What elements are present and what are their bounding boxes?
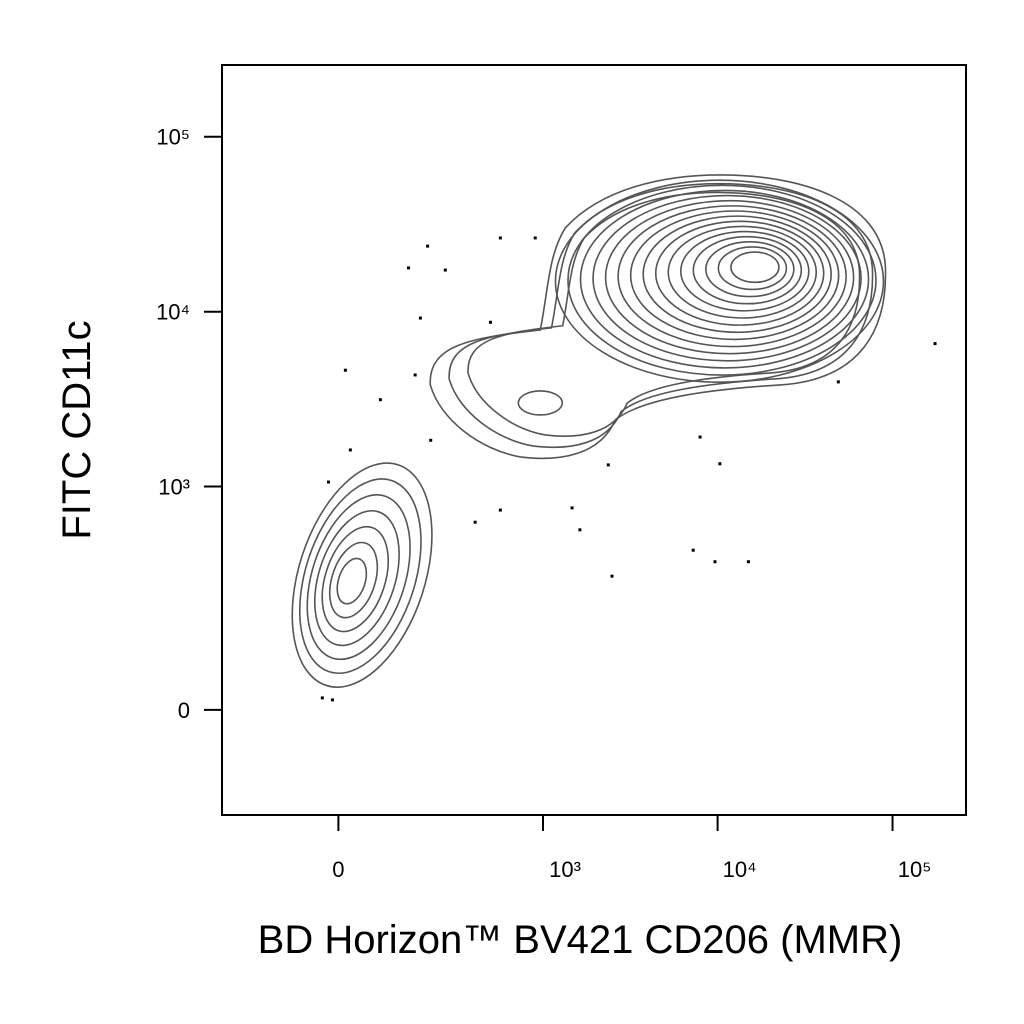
contour-level: [705, 240, 795, 298]
event-dot: [326, 480, 330, 484]
contour-level: [298, 478, 422, 675]
event-dot: [606, 463, 610, 467]
event-dot: [691, 548, 695, 552]
event-dot: [578, 528, 582, 532]
contour-level: [313, 509, 400, 647]
y-axis-title: FITC CD11c: [55, 320, 99, 539]
y-tick-label: 10³: [158, 474, 190, 499]
event-dot: [698, 435, 702, 439]
x-tick-label: 0: [332, 857, 344, 882]
event-dot: [473, 520, 477, 524]
contour-level: [430, 175, 885, 458]
event-dot: [498, 508, 502, 512]
event-dot: [488, 320, 492, 324]
y-tick-label: 0: [178, 698, 190, 723]
contour-level: [592, 194, 862, 362]
event-dot: [348, 448, 352, 452]
event-dot: [570, 506, 574, 510]
contour-level: [468, 192, 860, 436]
event-dot: [836, 380, 840, 384]
contour-level: [654, 220, 825, 326]
contours: [291, 175, 937, 702]
event-dot: [610, 574, 614, 578]
event-dot: [498, 236, 502, 240]
contour-level: [629, 210, 840, 341]
event-dot: [533, 236, 537, 240]
contour-level: [328, 541, 379, 619]
contour-level: [449, 184, 872, 448]
y-tick-label: 10⁵: [156, 125, 190, 150]
y-tick-label: 10⁴: [156, 300, 190, 325]
contour-level: [336, 557, 368, 605]
x-axis-title: BD Horizon™ BV421 CD206 (MMR): [258, 918, 903, 962]
contour-level: [306, 494, 411, 661]
event-dot: [429, 438, 433, 442]
x-tick-label: 10⁵: [898, 857, 932, 882]
contour-level: [679, 230, 810, 312]
event-dot: [330, 698, 334, 702]
contour-level: [642, 215, 832, 334]
x-tick-label: 10³: [549, 857, 581, 882]
plot-frame: [221, 64, 967, 816]
contour-level: [730, 251, 780, 284]
contour-level: [291, 462, 433, 688]
contour-level: [321, 525, 390, 633]
x-tick-label: 10⁴: [723, 857, 757, 882]
event-dot: [933, 342, 937, 346]
contour-level: [667, 225, 818, 319]
contour-level: [617, 205, 847, 348]
event-dot: [426, 244, 430, 248]
event-dot: [320, 696, 324, 700]
event-dot: [713, 560, 717, 564]
contour-level: [567, 184, 877, 376]
contour-level: [717, 246, 788, 291]
contour-level: [604, 199, 855, 355]
event-dot: [746, 560, 750, 564]
contour-level: [554, 179, 885, 383]
event-dot: [406, 266, 410, 270]
contour-level: [517, 390, 564, 416]
event-dot: [418, 316, 422, 320]
event-dot: [718, 462, 722, 466]
event-dot: [378, 398, 382, 402]
event-dot: [343, 368, 347, 372]
event-dot: [443, 268, 447, 272]
event-dot: [413, 373, 417, 377]
contour-level: [579, 189, 870, 369]
contour-level: [692, 235, 803, 305]
